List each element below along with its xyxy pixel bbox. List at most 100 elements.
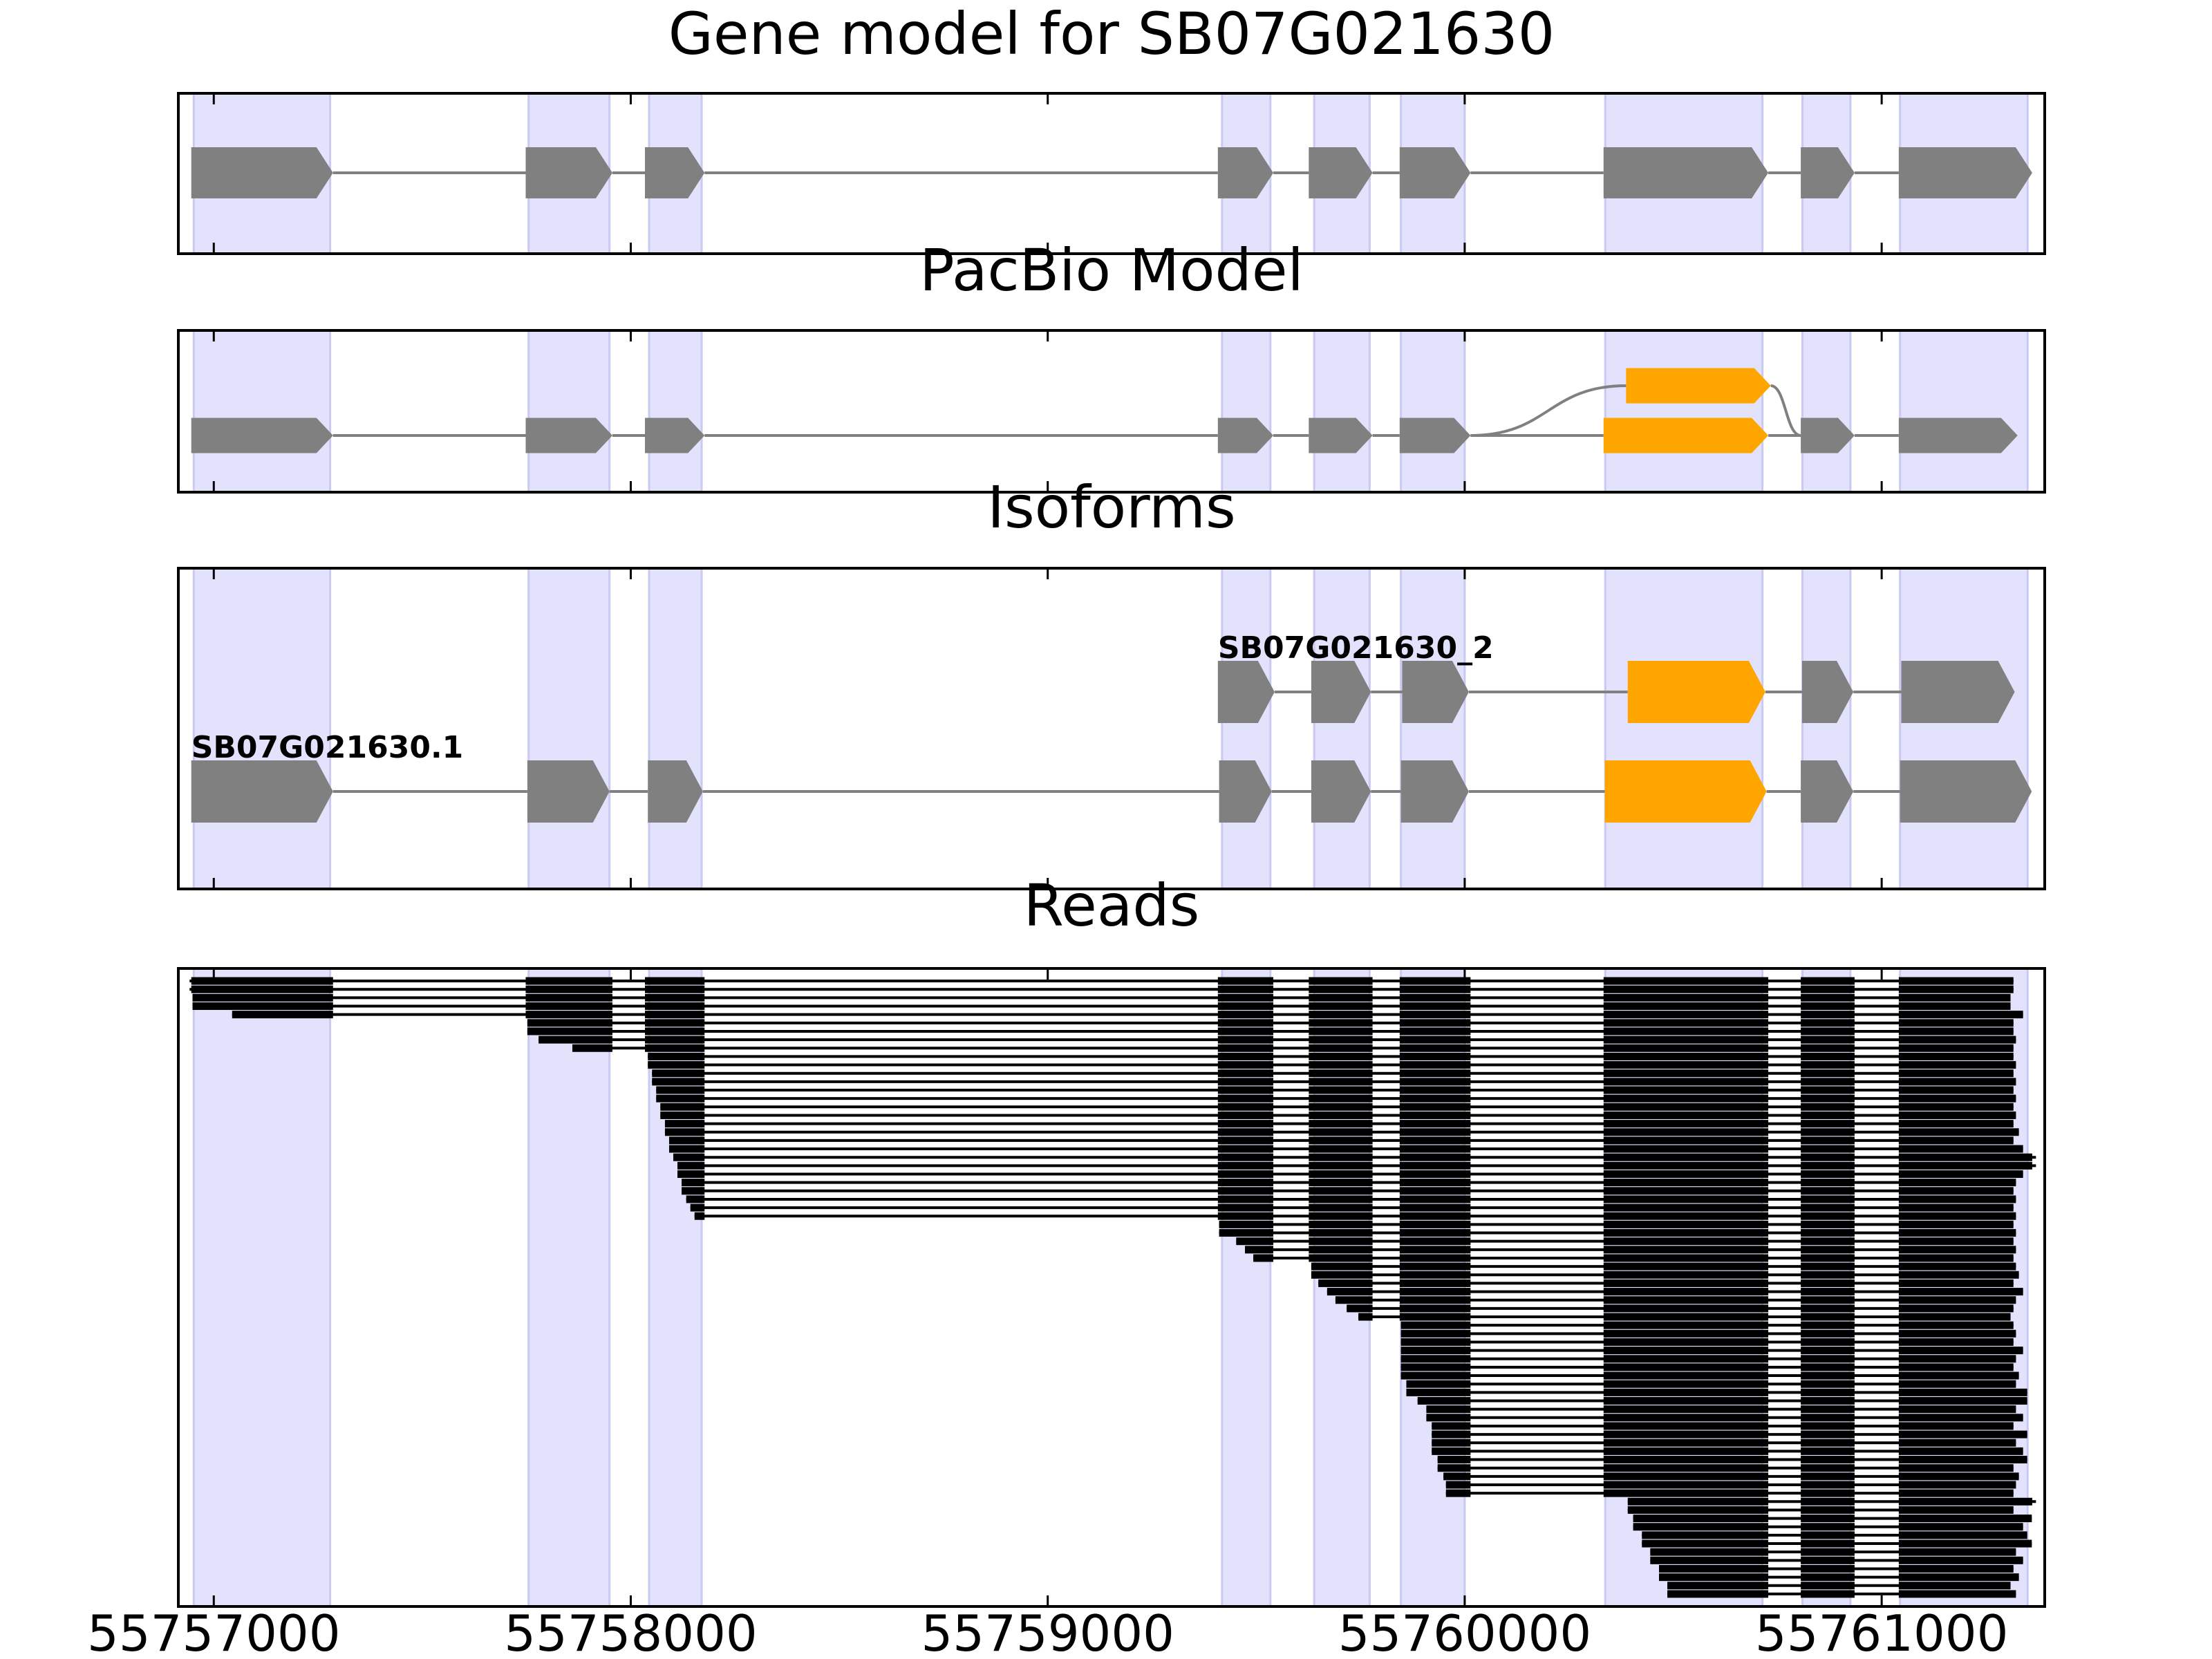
read-block <box>1898 1363 2014 1371</box>
exon-highlight <box>1899 329 2029 494</box>
read-block <box>1309 1044 1373 1052</box>
read-block <box>668 1145 705 1153</box>
read-block <box>1801 1279 1855 1287</box>
read-block <box>191 985 333 993</box>
read-block <box>1399 1271 1471 1279</box>
read-block <box>1898 1212 2016 1220</box>
read-block <box>1801 1380 1855 1388</box>
read-block <box>1432 1422 1471 1430</box>
read-block <box>1309 1229 1373 1237</box>
read-block <box>1603 1086 1769 1094</box>
read-block <box>1603 1212 1769 1220</box>
exon <box>1801 418 1855 453</box>
read-block <box>1603 1254 1769 1262</box>
read-block <box>1217 1002 1274 1011</box>
read-block <box>648 1052 705 1060</box>
read-block <box>1898 1195 2016 1203</box>
read-block <box>1801 1120 1855 1128</box>
read-block <box>1399 1069 1471 1078</box>
exon-highlight <box>527 567 611 890</box>
exon <box>191 418 333 453</box>
read-block <box>1801 1086 1855 1094</box>
read-block <box>527 1019 612 1027</box>
read-block <box>1898 1035 2016 1044</box>
read-block <box>1898 1069 2014 1078</box>
read-block <box>1309 1086 1373 1094</box>
read-block <box>1309 1187 1373 1195</box>
read-block <box>1801 1363 1855 1371</box>
read-block <box>1898 1438 2016 1447</box>
read-block <box>1399 977 1471 985</box>
read-block <box>1898 1103 2014 1111</box>
read-block <box>1801 1388 1855 1396</box>
read-block <box>1801 1145 1855 1153</box>
read-block <box>1898 1027 2014 1035</box>
read-block <box>1603 1019 1769 1027</box>
exon-highlight <box>1221 329 1272 494</box>
read-block <box>1627 1506 1769 1514</box>
read-block <box>1801 1464 1855 1472</box>
read-block <box>1898 1447 2023 1455</box>
read-block <box>1898 1548 2016 1556</box>
read-block <box>1801 1237 1855 1246</box>
exon <box>1400 760 1469 823</box>
read-block <box>232 1011 333 1019</box>
read-block <box>1603 1078 1769 1086</box>
read-block <box>1309 1254 1373 1262</box>
read-block <box>1801 1304 1855 1313</box>
read-block <box>1603 1229 1769 1237</box>
read-block <box>1801 1128 1855 1136</box>
read-block <box>1217 1019 1274 1027</box>
read-block <box>1399 1313 1471 1321</box>
read-block <box>1801 1027 1855 1035</box>
read-block <box>1650 1548 1769 1556</box>
read-block <box>1217 1195 1274 1203</box>
read-block <box>1399 1246 1471 1254</box>
read-block <box>1801 993 1855 1002</box>
read-block <box>1309 1161 1373 1170</box>
read-block <box>1426 1405 1471 1414</box>
read-block <box>1603 1153 1769 1161</box>
exon <box>191 760 333 823</box>
read-block <box>1898 1329 2016 1338</box>
exon <box>1604 760 1767 823</box>
read-block <box>1898 1556 2023 1564</box>
read-block <box>1399 1136 1471 1145</box>
read-block <box>572 1044 612 1052</box>
read-block <box>1603 1456 1769 1464</box>
read-block <box>1633 1523 1769 1531</box>
read-block <box>1603 1405 1769 1414</box>
read-block <box>1801 1103 1855 1111</box>
read-block <box>1399 993 1471 1002</box>
panel-title: Isoforms <box>987 474 1236 541</box>
read-block <box>527 1027 612 1035</box>
read-block <box>1801 1447 1855 1455</box>
read-block <box>1898 1564 2014 1573</box>
read-block <box>1399 1027 1471 1035</box>
read-block <box>686 1195 705 1203</box>
junction-curve <box>1770 384 1801 437</box>
read-block <box>1898 1246 2016 1254</box>
read-block <box>1217 1145 1274 1153</box>
read-block <box>1650 1556 1769 1564</box>
exon-highlight <box>1313 567 1371 890</box>
read-block <box>1603 1246 1769 1254</box>
read-block <box>1898 1220 2014 1228</box>
read-block <box>1659 1564 1769 1573</box>
read-block <box>1399 1120 1471 1128</box>
read-block <box>191 977 333 985</box>
exon <box>1402 661 1469 723</box>
read-block <box>1217 1203 1274 1212</box>
read-block <box>1801 1212 1855 1220</box>
read-block <box>673 1153 705 1161</box>
read-block <box>1801 1254 1855 1262</box>
read-block <box>645 1011 705 1019</box>
read-block <box>1437 1456 1471 1464</box>
read-block <box>1898 1288 2023 1296</box>
read-block <box>1801 1061 1855 1069</box>
read-block <box>1400 1338 1471 1346</box>
read-block <box>1898 977 2014 985</box>
read-block <box>1217 1136 1274 1145</box>
read-block <box>1801 1203 1855 1212</box>
read-block <box>1801 1422 1855 1430</box>
